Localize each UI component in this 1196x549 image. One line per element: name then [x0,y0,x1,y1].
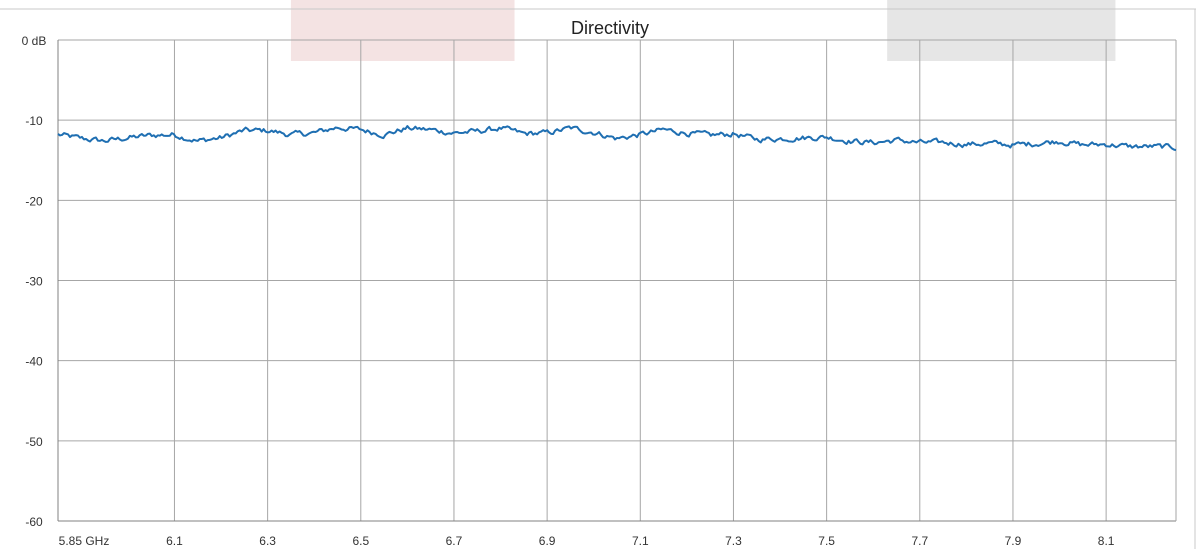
x-tick-label: 6.9 [539,534,556,548]
y-tick-label: -40 [25,355,43,369]
x-tick-label: 6.5 [352,534,369,548]
y-tick-label: -30 [25,275,43,289]
series [57,125,1177,152]
x-tick-label: 7.7 [911,534,928,548]
x-tick-label: 7.1 [632,534,649,548]
x-tick-label: 8.1 [1098,534,1115,548]
y-tick-label: -50 [25,435,43,449]
chart-title: Directivity [571,18,649,38]
series-line-0 [57,125,1177,152]
x-tick-label: 6.1 [166,534,183,548]
tick-labels: 0 dB -10 -20 -30 -40 -50 -60 5.85 GHz 6.1 6.3 6.5 6… [22,34,1115,548]
x-tick-label: 6.7 [446,534,463,548]
x-tick-label: 5.85 GHz [59,534,110,548]
axes [0,8,1196,549]
x-tick-label: 7.5 [818,534,835,548]
y-tick-label: -10 [25,114,43,128]
highlight-band-0 [290,0,515,61]
y-tick-label: -60 [25,515,43,529]
x-tick-label: 7.9 [1005,534,1022,548]
highlight-bands [290,0,1116,61]
y-tick-label: -20 [25,194,43,208]
highlight-band-1 [887,0,1116,61]
x-tick-label: 7.3 [725,534,742,548]
x-tick-label: 6.3 [259,534,276,548]
grid [58,39,1176,521]
y-tick-label: 0 dB [22,34,47,48]
